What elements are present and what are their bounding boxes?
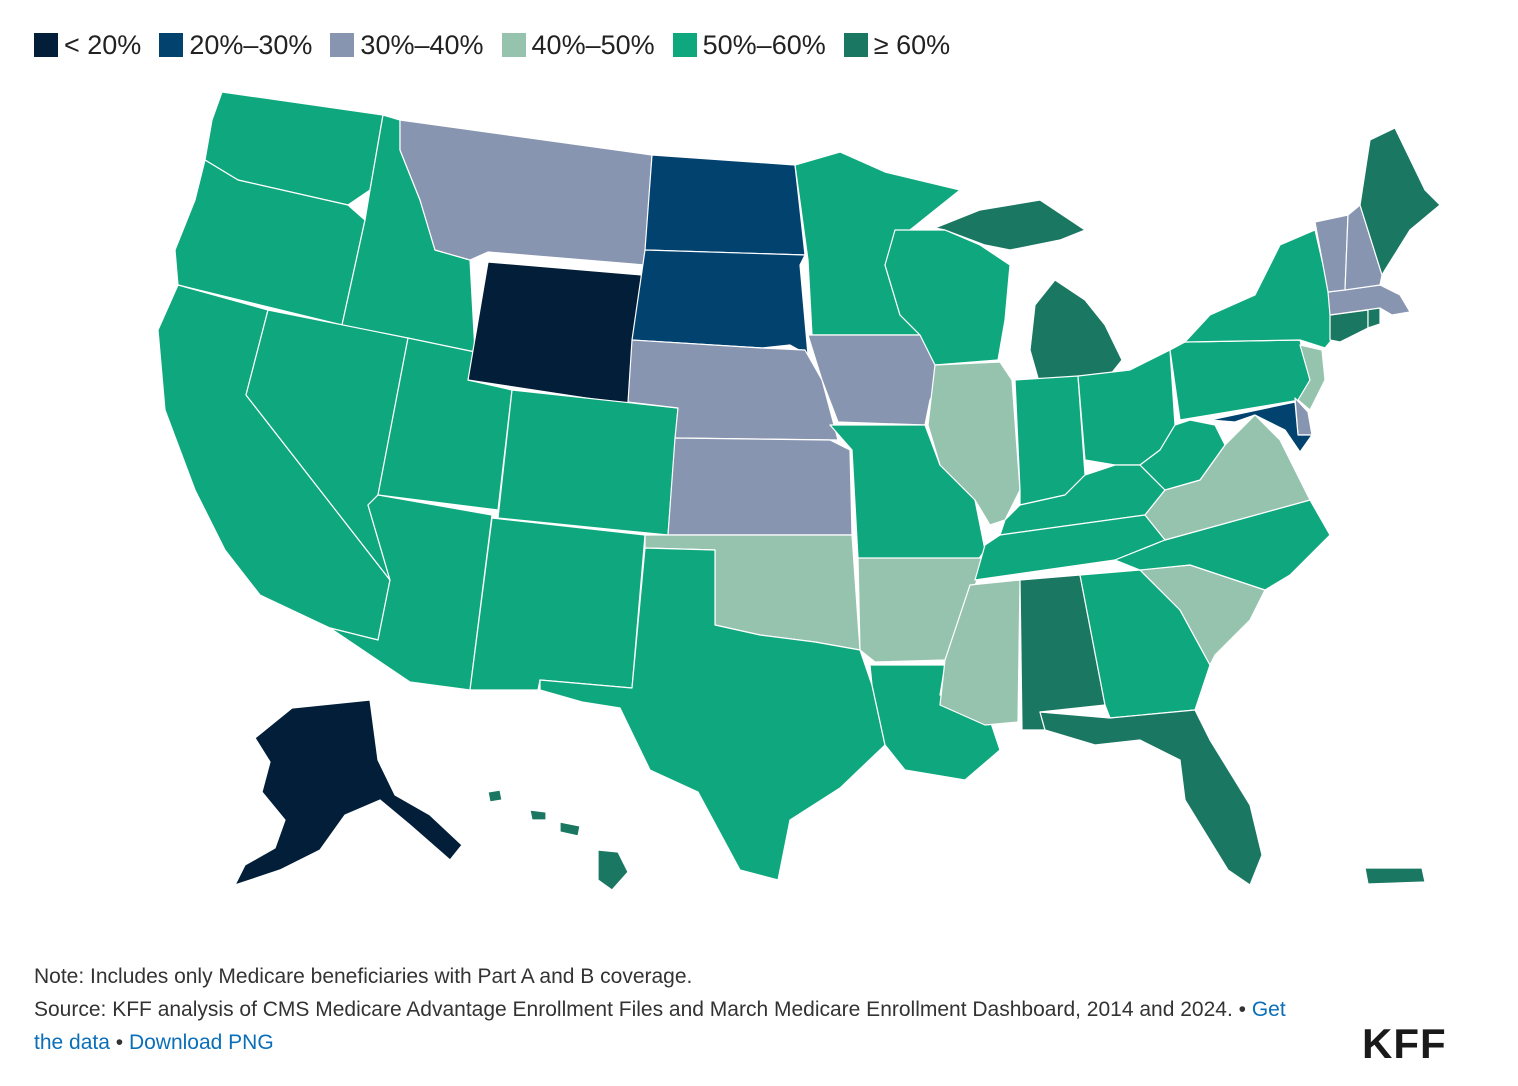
legend-label: 30%–40% <box>360 29 484 60</box>
state-md[interactable] <box>1209 401 1313 453</box>
legend: < 20% 20%–30% 30%–40% 40%–50% 50%–60% ≥ … <box>34 28 950 62</box>
source-text: Source: KFF analysis of CMS Medicare Adv… <box>34 998 1233 1021</box>
legend-item-50-60: 50%–60% <box>672 29 826 61</box>
state-co[interactable] <box>497 389 679 536</box>
state-wy[interactable] <box>467 261 643 406</box>
state-tx[interactable] <box>539 547 886 881</box>
state-nm[interactable] <box>469 517 646 691</box>
state-ks[interactable] <box>667 437 853 536</box>
state-pr[interactable] <box>1364 867 1426 885</box>
state-fl[interactable] <box>1039 709 1263 886</box>
legend-item-40-50: 40%–50% <box>501 29 655 61</box>
legend-swatch <box>672 33 697 57</box>
state-nd[interactable] <box>644 154 806 256</box>
state-ny[interactable] <box>1184 229 1341 349</box>
legend-label: 40%–50% <box>531 29 655 60</box>
legend-swatch <box>34 33 58 57</box>
state-nh[interactable] <box>1344 204 1383 291</box>
state-ne[interactable] <box>627 339 839 441</box>
state-me[interactable] <box>1359 127 1441 276</box>
legend-item-30-40: 30%–40% <box>330 29 484 61</box>
get-data-link[interactable]: Get the data <box>34 998 1286 1054</box>
kff-logo: KFF <box>1362 1020 1447 1067</box>
download-png-link[interactable]: Download PNG <box>128 1031 274 1054</box>
separator: • <box>1232 998 1252 1021</box>
state-ma[interactable] <box>1327 284 1411 316</box>
state-wv[interactable] <box>1139 419 1226 491</box>
legend-swatch <box>330 33 355 57</box>
us-map <box>0 80 1518 920</box>
state-ri[interactable] <box>1367 307 1381 329</box>
legend-swatch <box>159 33 184 57</box>
state-mi-upper[interactable] <box>934 199 1086 251</box>
legend-label: 50%–60% <box>702 29 826 60</box>
footer: Note: Includes only Medicare beneficiari… <box>34 960 1314 1059</box>
state-hi-islands[interactable] <box>487 789 581 837</box>
state-mt[interactable] <box>399 119 653 266</box>
legend-item-gte60: ≥ 60% <box>843 29 951 61</box>
separator: • <box>109 1031 129 1054</box>
footer-source: Source: KFF analysis of CMS Medicare Adv… <box>34 993 1314 1059</box>
legend-item-lt20: < 20% <box>34 30 141 61</box>
footer-note: Note: Includes only Medicare beneficiari… <box>34 965 693 988</box>
state-nj[interactable] <box>1297 344 1326 411</box>
legend-swatch <box>843 33 868 57</box>
state-mi[interactable] <box>1029 279 1123 386</box>
state-il[interactable] <box>927 361 1021 526</box>
state-ak[interactable] <box>234 699 463 886</box>
state-sd[interactable] <box>631 249 809 356</box>
legend-item-20-30: 20%–30% <box>159 30 312 61</box>
legend-label: < 20% <box>64 29 142 60</box>
legend-label: ≥ 60% <box>873 29 951 60</box>
legend-swatch <box>501 33 526 57</box>
us-map-svg <box>157 91 1441 891</box>
legend-label: 20%–30% <box>189 29 313 60</box>
state-wi[interactable] <box>884 229 1011 366</box>
state-hi[interactable] <box>597 849 629 891</box>
